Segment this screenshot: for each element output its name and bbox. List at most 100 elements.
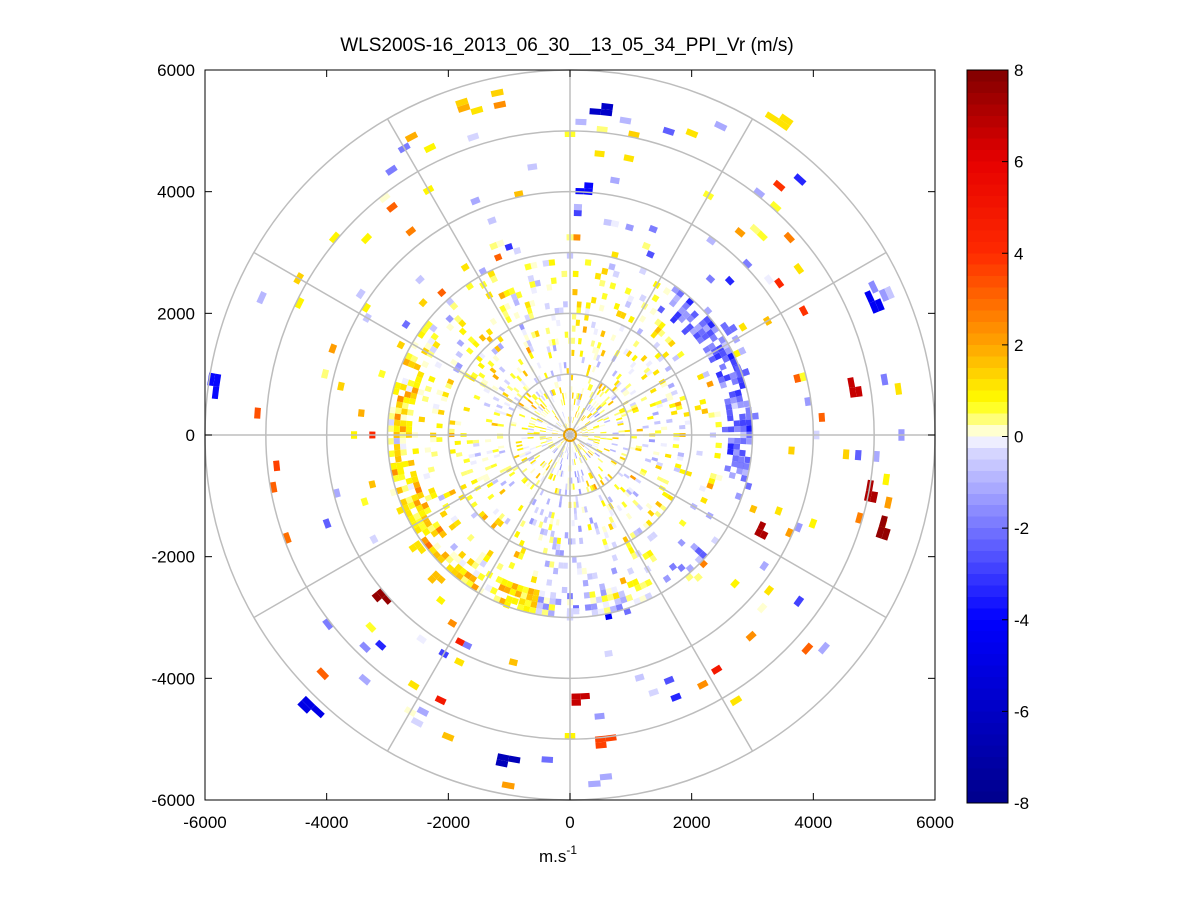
velocity-cell [478,551,487,560]
velocity-cell [570,416,572,423]
velocity-cell [625,223,634,232]
velocity-cell [322,618,334,631]
velocity-cell [622,447,630,451]
velocity-cell [508,755,521,764]
velocity-cell [730,578,740,589]
velocity-cell [463,571,473,580]
velocity-cell [656,403,664,409]
velocity-cell [698,319,708,328]
velocity-cell [546,428,553,431]
velocity-cell [567,453,569,460]
velocity-cell [495,239,505,248]
velocity-cell [435,525,444,534]
velocity-cell [385,164,398,176]
velocity-cell [443,491,451,499]
velocity-cell [727,415,734,422]
velocity-cell [685,564,695,573]
velocity-cell [483,402,491,408]
velocity-cell [568,465,570,472]
velocity-cell [556,443,562,448]
velocity-cell [560,470,563,477]
velocity-cell [421,501,430,510]
velocity-cell [697,327,706,337]
velocity-cell [561,425,566,431]
velocity-cell [546,498,551,505]
velocity-cell [548,511,553,518]
velocity-cell [395,401,403,409]
velocity-cell [599,391,605,398]
velocity-cell [629,389,637,396]
velocity-cell [546,284,553,291]
velocity-cell [548,604,556,611]
velocity-cell [754,527,763,538]
velocity-cell [411,493,419,502]
velocity-cell [793,595,805,608]
velocity-cell [530,261,538,269]
velocity-cell [394,413,401,421]
velocity-cell [508,471,516,477]
velocity-cell [594,413,600,418]
velocity-cell [554,307,560,315]
velocity-cell [413,363,422,371]
y-axis-ticks: -6000 -4000 -2000 0 2000 4000 6000 [152,61,935,810]
velocity-cell [562,425,567,431]
velocity-cell [728,471,736,480]
velocity-cell [591,609,599,617]
velocity-cell [530,286,538,294]
velocity-cell [579,442,585,446]
velocity-cell [542,603,550,611]
velocity-cell [670,389,678,396]
velocity-cell [463,458,471,464]
velocity-cell [670,692,682,702]
velocity-cell [554,487,558,495]
velocity-cell [550,467,555,474]
velocity-cell [546,438,553,441]
velocity-cell [588,415,594,420]
velocity-cell [502,310,510,318]
colorbar-tick-label: 2 [1014,336,1023,355]
velocity-cell [578,393,581,400]
velocity-cell [578,525,582,532]
velocity-cell [729,371,737,380]
velocity-cell [485,328,494,336]
velocity-cell [581,407,585,414]
velocity-cell [531,595,539,603]
velocity-cell [505,595,513,604]
velocity-cell [550,370,555,377]
velocity-cell [549,466,554,473]
velocity-cell [617,420,624,425]
velocity-cell [539,436,546,438]
velocity-cell [492,373,500,381]
velocity-cell [649,554,658,563]
velocity-cell [437,288,447,298]
velocity-cell [498,366,506,373]
velocity-cell [552,537,558,544]
velocity-cell [641,241,651,251]
colorbar-tick-label: -6 [1014,702,1029,721]
velocity-cell [596,389,602,396]
velocity-cell [401,460,409,468]
velocity-cell [557,421,562,427]
velocity-cell [579,537,584,545]
velocity-cell [585,302,591,309]
velocity-cell [570,483,573,490]
velocity-cell [518,597,526,606]
velocity-cell [484,465,492,471]
velocity-cell [578,443,583,449]
velocity-cell [613,302,621,311]
velocity-cell [672,444,680,449]
velocity-cell [410,470,418,478]
velocity-cell [578,457,582,464]
velocity-cell [591,446,598,450]
velocity-cell [681,327,690,336]
velocity-cell [677,452,685,458]
velocity-cell [779,113,794,126]
x-axis-ticks: -6000 -4000 -2000 0 2000 4000 6000 [183,70,954,832]
x-tick-label: 6000 [916,813,954,832]
velocity-cell [577,444,582,450]
velocity-cell [399,420,407,427]
velocity-cell [599,424,606,428]
velocity-cell [524,263,532,271]
velocity-cell [531,395,537,401]
velocity-cell [623,490,631,498]
